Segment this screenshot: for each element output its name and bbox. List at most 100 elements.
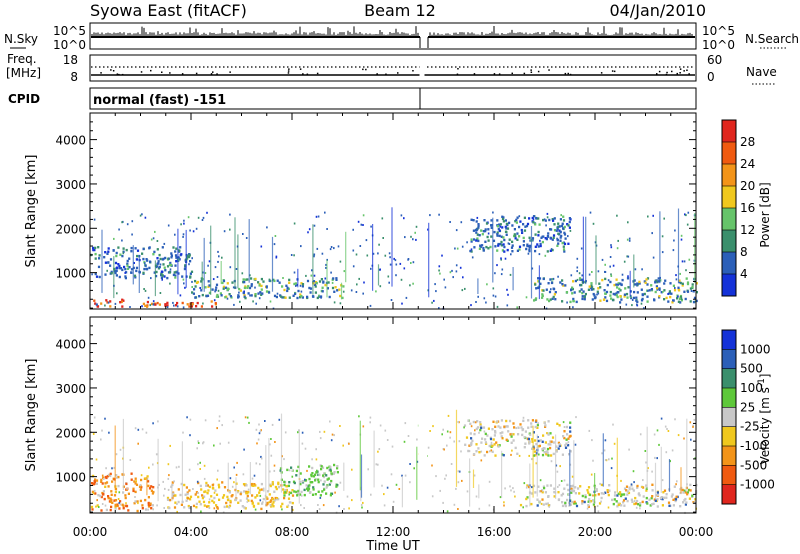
echo-cell	[654, 290, 657, 294]
echo-cell	[632, 489, 635, 492]
x-tick-label: 00:00	[679, 525, 714, 539]
echo-cell	[541, 289, 544, 292]
echo-cell	[308, 286, 311, 290]
echo-cell	[458, 440, 461, 443]
echo-cell	[661, 235, 664, 238]
echo-cell	[206, 211, 208, 214]
echo-cell	[538, 444, 541, 448]
echo-cell	[203, 490, 206, 494]
echo-cell	[330, 271, 332, 274]
echo-cell	[134, 496, 136, 498]
echo-cell	[484, 432, 487, 436]
echo-cell	[146, 300, 149, 304]
echo-cell	[156, 257, 159, 260]
echo-cell	[150, 489, 153, 492]
echo-cell	[409, 481, 411, 484]
echo-cell	[581, 274, 583, 277]
echo-cell	[180, 253, 183, 256]
echo-cell	[311, 458, 313, 461]
echo-cell	[544, 254, 547, 257]
echo-cell	[483, 219, 486, 222]
echo-cell	[367, 468, 369, 471]
colorbar-segment	[722, 120, 736, 143]
echo-cell	[607, 493, 610, 497]
echo-cell	[679, 272, 681, 275]
echo-cell	[499, 242, 502, 246]
echo-cell	[221, 424, 223, 427]
echo-cell	[609, 280, 612, 284]
echo-cell	[306, 489, 310, 492]
freq-dots	[100, 68, 690, 76]
echo-cell	[407, 258, 410, 260]
echo-cell	[514, 234, 517, 238]
echo-cell	[245, 492, 248, 495]
echo-cell	[242, 473, 245, 476]
echo-cell	[639, 504, 642, 507]
echo-cell	[489, 450, 491, 453]
echo-cell	[213, 491, 216, 494]
echo-cell	[572, 306, 574, 309]
echo-cell	[117, 246, 120, 249]
x-tick-label: 08:00	[275, 525, 310, 539]
echo-cell	[635, 502, 638, 505]
echo-cell	[306, 469, 308, 472]
echo-cell	[202, 216, 205, 219]
echo-cell	[547, 282, 550, 285]
echo-cell	[404, 422, 407, 425]
echo-cell	[223, 230, 226, 233]
echo-cell	[675, 278, 678, 281]
y-tick-label: 3000	[55, 178, 86, 192]
echo-cell	[164, 256, 167, 260]
echo-cell	[571, 500, 574, 504]
echo-cell	[303, 507, 305, 509]
echo-cell	[441, 433, 443, 436]
echo-cell	[567, 437, 570, 440]
echo-cell	[196, 447, 198, 450]
echo-cell	[249, 294, 251, 297]
echo-cell	[143, 267, 146, 271]
echo-cell	[541, 453, 545, 457]
echo-cell	[329, 420, 331, 423]
echo-cell	[164, 487, 166, 490]
echo-cell	[255, 462, 258, 465]
echo-cell	[239, 492, 242, 496]
echo-cell	[546, 235, 549, 238]
echo-cell	[492, 294, 495, 297]
echo-cell	[258, 297, 261, 300]
cpid-label: CPID	[8, 92, 40, 106]
echo-cell	[519, 423, 522, 426]
echo-cell	[119, 267, 123, 270]
echo-cell	[631, 500, 634, 503]
echo-cell	[514, 495, 516, 498]
x-tick-labels: 00:00 04:00 08:00 12:00 16:00 20:00 00:00	[73, 525, 714, 539]
echo-cell	[561, 300, 564, 303]
echo-cell	[348, 507, 350, 510]
echo-cell	[188, 489, 191, 492]
echo-cell	[104, 251, 107, 254]
echo-cell	[243, 280, 246, 284]
echo-cell	[553, 495, 556, 498]
echo-cell	[658, 280, 661, 283]
colorbar-tick-label: -500	[740, 458, 767, 472]
echo-cell	[469, 432, 472, 435]
echo-cell	[314, 285, 317, 288]
echo-streak	[391, 207, 393, 287]
echo-cell	[136, 509, 139, 513]
echo-cell	[271, 481, 274, 484]
echo-cell	[409, 284, 411, 287]
echo-cell	[623, 504, 626, 507]
echo-cell	[152, 300, 155, 303]
echo-cell	[378, 243, 380, 246]
echo-cell	[127, 492, 130, 495]
echo-cell	[288, 296, 291, 299]
echo-cell	[613, 283, 616, 287]
echo-cell	[281, 296, 284, 299]
echo-cell	[691, 494, 694, 497]
echo-cell	[509, 273, 512, 276]
echo-cell	[140, 478, 143, 482]
echo-cell	[500, 240, 503, 244]
echo-cell	[619, 295, 622, 298]
echo-cell	[386, 486, 389, 489]
echo-cell	[304, 479, 308, 482]
echo-cell	[446, 444, 448, 447]
